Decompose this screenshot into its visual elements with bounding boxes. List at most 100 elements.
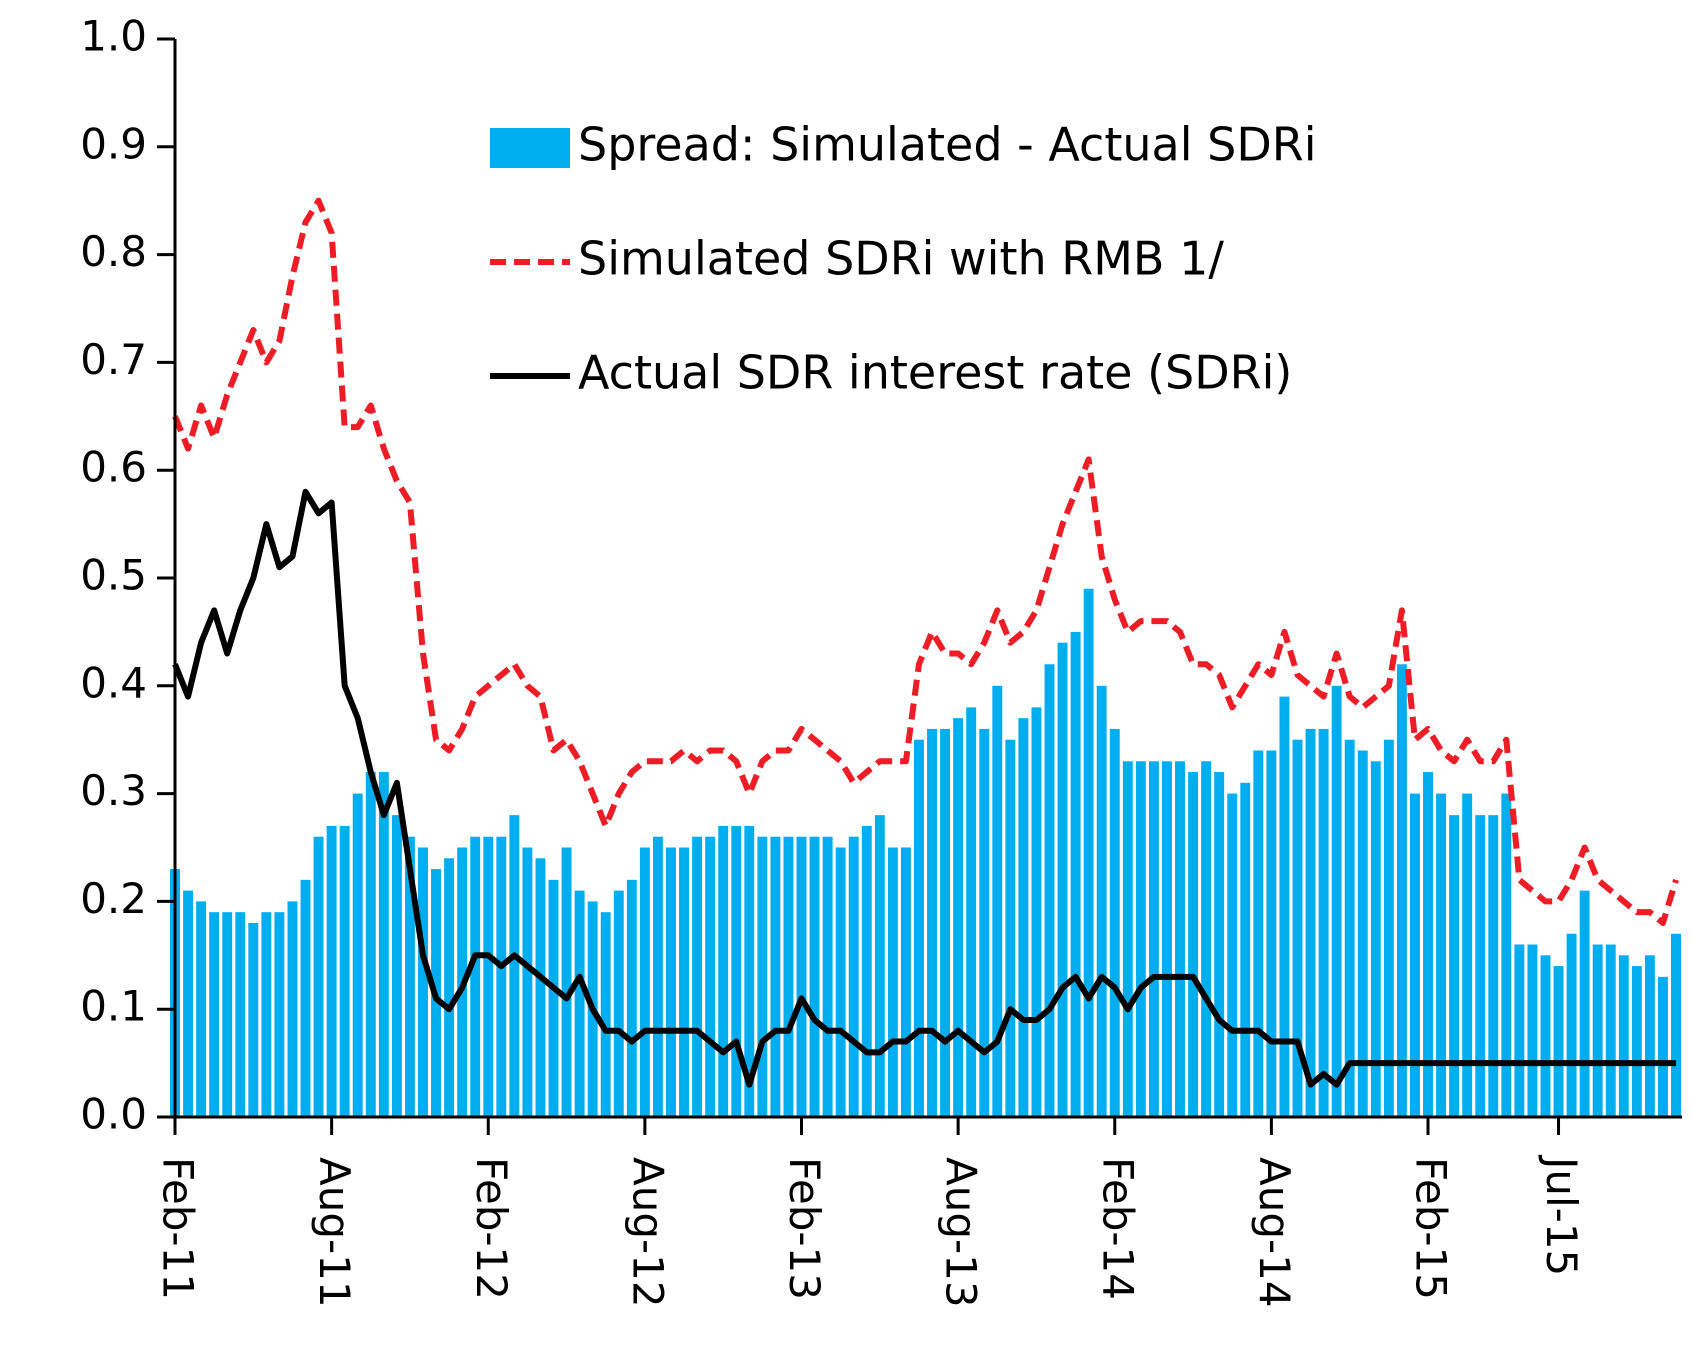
bar	[1396, 664, 1407, 1117]
bar	[535, 858, 546, 1117]
line-series	[172, 197, 1679, 926]
bar	[1449, 815, 1460, 1117]
bar	[1579, 890, 1590, 1117]
bar	[1631, 966, 1642, 1117]
bar	[796, 836, 807, 1117]
bar	[1005, 739, 1016, 1117]
bar	[404, 836, 415, 1117]
bar	[1188, 772, 1199, 1117]
y-tick-label: 0.6	[80, 443, 147, 492]
bar	[1122, 761, 1133, 1117]
bar	[1109, 728, 1120, 1117]
bar	[352, 793, 363, 1117]
bar	[1227, 793, 1238, 1117]
bar	[183, 890, 194, 1117]
bar	[1175, 761, 1185, 1117]
bar	[1344, 739, 1355, 1117]
y-tick-label: 0.1	[80, 982, 147, 1031]
bar	[731, 825, 742, 1117]
bar	[313, 836, 324, 1117]
bar	[1070, 631, 1081, 1117]
bar	[835, 847, 846, 1117]
bar	[1083, 588, 1094, 1117]
bar	[1462, 793, 1473, 1117]
bar	[1214, 772, 1225, 1117]
bar	[365, 772, 376, 1117]
bar	[287, 901, 298, 1117]
bar	[848, 836, 859, 1117]
x-tick-label: Aug-11	[310, 1157, 359, 1308]
y-tick-label: 0.5	[80, 551, 147, 600]
bar	[770, 836, 781, 1117]
bar	[1501, 793, 1512, 1117]
bar	[1305, 728, 1316, 1117]
bar	[1331, 685, 1342, 1117]
bar	[339, 825, 350, 1117]
bar	[1201, 761, 1212, 1117]
bar	[1618, 955, 1629, 1117]
bar	[1657, 976, 1668, 1117]
bar	[496, 836, 507, 1117]
bar	[809, 836, 820, 1117]
y-tick-label: 1.0	[80, 12, 147, 61]
bar	[600, 912, 611, 1117]
bar	[444, 858, 455, 1117]
bar	[861, 825, 872, 1117]
bar	[1475, 815, 1486, 1117]
x-tick-label: Feb-15	[1407, 1157, 1456, 1300]
x-tick-label: Feb-14	[1093, 1157, 1142, 1300]
bar	[483, 836, 494, 1117]
bar	[718, 825, 729, 1117]
bar	[1031, 707, 1042, 1117]
bar	[470, 836, 481, 1117]
bar	[940, 728, 951, 1117]
bar	[274, 912, 285, 1117]
bar	[953, 718, 964, 1117]
bar	[979, 728, 990, 1117]
bar	[574, 890, 585, 1117]
x-tick-label: Feb-12	[467, 1157, 516, 1300]
y-tick-label: 0.7	[80, 335, 147, 384]
bar	[1018, 718, 1029, 1117]
bar	[1566, 933, 1577, 1117]
y-tick-label: 0.0	[80, 1090, 147, 1139]
bar	[783, 836, 794, 1117]
bar	[1162, 761, 1172, 1117]
bar	[966, 707, 977, 1117]
bar	[196, 901, 207, 1117]
y-tick-label: 0.4	[80, 658, 147, 707]
bar	[209, 912, 220, 1117]
bar	[887, 847, 898, 1117]
bar	[1370, 761, 1381, 1117]
bar	[822, 836, 833, 1117]
bar	[874, 815, 885, 1117]
bar	[1135, 761, 1146, 1117]
x-tick-label: Aug-12	[623, 1157, 672, 1308]
legend-swatch	[490, 128, 570, 168]
bar	[509, 815, 520, 1117]
bar	[1383, 739, 1394, 1117]
y-tick-label: 0.2	[80, 874, 147, 923]
bar	[652, 836, 663, 1117]
legend-label: Simulated SDRi with RMB 1/	[578, 232, 1224, 286]
x-tick-label: Aug-14	[1250, 1157, 1299, 1308]
bar	[300, 879, 311, 1117]
bar	[1488, 815, 1499, 1117]
bar	[692, 836, 703, 1117]
y-tick-label: 0.9	[80, 119, 147, 168]
x-tick-label: Jul-15	[1537, 1154, 1586, 1276]
bar	[1240, 782, 1251, 1117]
bar	[705, 836, 716, 1117]
bar	[1553, 966, 1564, 1117]
bar	[248, 922, 259, 1117]
bar	[378, 772, 389, 1117]
bar	[927, 728, 937, 1117]
bar	[1592, 944, 1603, 1117]
bar	[1436, 793, 1447, 1117]
bar	[1605, 944, 1616, 1117]
bar	[744, 825, 755, 1117]
bar	[639, 847, 650, 1117]
bar	[1357, 750, 1368, 1117]
bar	[1279, 696, 1290, 1117]
